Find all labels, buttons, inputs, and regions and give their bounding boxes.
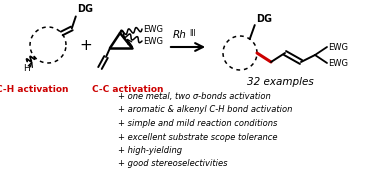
Text: EWG: EWG <box>328 43 348 51</box>
Text: EWG: EWG <box>143 37 163 46</box>
Text: III: III <box>189 29 196 38</box>
Text: + excellent substrate scope tolerance: + excellent substrate scope tolerance <box>118 132 277 142</box>
Text: + simple and mild reaction conditions: + simple and mild reaction conditions <box>118 119 277 128</box>
Text: H: H <box>23 64 29 73</box>
Text: DG: DG <box>256 14 272 24</box>
Text: + aromatic & alkenyl C-H bond activation: + aromatic & alkenyl C-H bond activation <box>118 106 292 114</box>
Text: C-C activation: C-C activation <box>92 85 164 94</box>
Text: + one metal, two σ-bonds activation: + one metal, two σ-bonds activation <box>118 92 271 101</box>
Text: + high-yielding: + high-yielding <box>118 146 182 155</box>
Text: Rh: Rh <box>173 30 187 40</box>
Text: C-H activation: C-H activation <box>0 85 68 94</box>
Text: EWG: EWG <box>328 58 348 68</box>
Text: EWG: EWG <box>143 25 163 33</box>
Text: + good stereoselectivities: + good stereoselectivities <box>118 159 228 169</box>
Text: 32 examples: 32 examples <box>246 77 313 87</box>
Text: +: + <box>80 37 92 52</box>
Text: DG: DG <box>77 4 93 14</box>
